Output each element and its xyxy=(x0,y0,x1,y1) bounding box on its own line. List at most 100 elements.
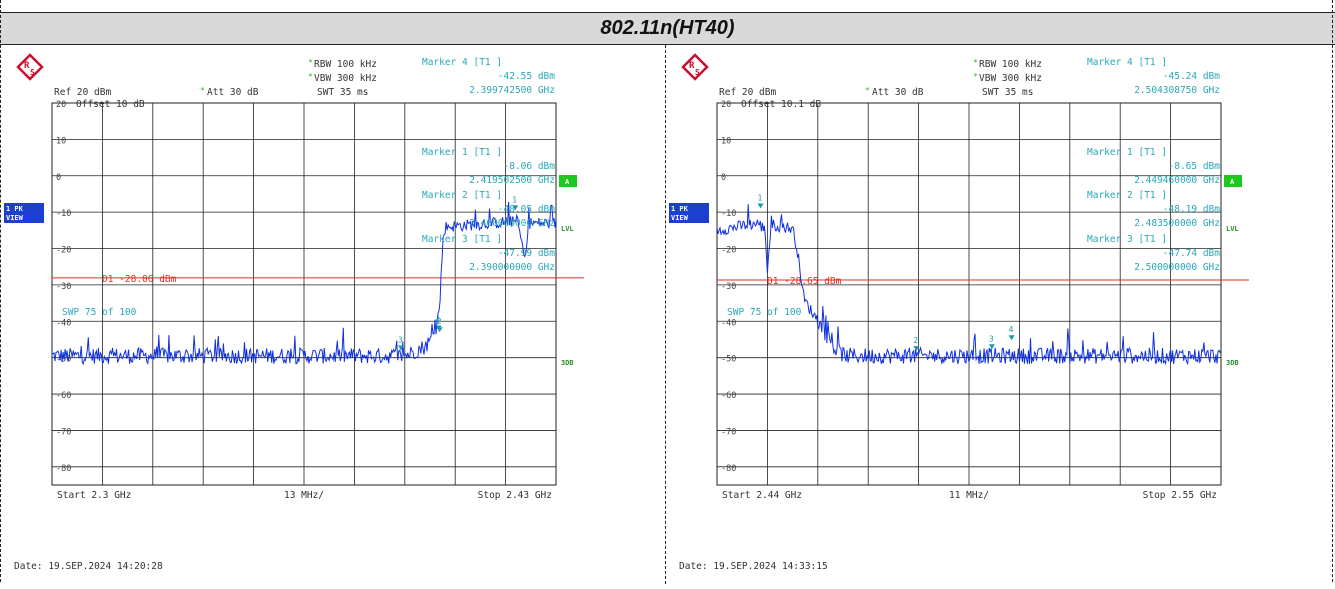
marker-point-icon xyxy=(988,344,995,350)
a-badge xyxy=(1224,175,1242,187)
marker-point-icon xyxy=(435,325,442,331)
marker-level: -42.55 dBm xyxy=(498,71,555,82)
y-tick-label: 0 xyxy=(56,173,61,183)
marker-frequency: 2.390000000 GHz xyxy=(469,262,555,273)
y-tick-label: -10 xyxy=(721,209,736,219)
marker-title: Marker 1 [T1 ] xyxy=(1087,147,1167,158)
db3-label: 3DB xyxy=(561,359,574,367)
x-start-label: Start 2.3 GHz xyxy=(57,490,131,501)
marker-frequency: 2.399742500 GHz xyxy=(469,85,555,96)
marker-frequency: 2.504308750 GHz xyxy=(1134,85,1220,96)
swt-label: SWT 35 ms xyxy=(982,87,1033,98)
badge-pk-label: 1 PK xyxy=(6,205,24,213)
logo-r: R xyxy=(24,61,30,71)
lvl-label: LVL xyxy=(561,225,574,233)
spectrum-trace xyxy=(716,204,1222,366)
y-tick-label: -70 xyxy=(721,427,736,437)
panel-divider xyxy=(665,45,666,584)
badge-bg xyxy=(4,203,44,223)
x-stop-label: Stop 2.55 GHz xyxy=(1143,490,1217,501)
sweep-count-label: SWP 75 of 100 xyxy=(62,307,137,318)
logo-r: R xyxy=(689,61,695,71)
rbw-star-icon: * xyxy=(973,58,978,67)
marker-frequency: 2.400000000 GHz xyxy=(469,218,555,229)
logo-diamond xyxy=(681,53,709,81)
a-badge-label: A xyxy=(1230,178,1235,186)
att-star-icon: * xyxy=(200,86,205,95)
marker-point-label: 2 xyxy=(913,336,918,345)
marker-title: Marker 3 [T1 ] xyxy=(422,234,502,245)
ref-level-label: Ref 20 dBm xyxy=(54,87,111,98)
marker-title: Marker 2 [T1 ] xyxy=(422,190,502,201)
y-tick-label: 10 xyxy=(721,136,731,146)
marker-point-label: 3 xyxy=(989,334,994,343)
ref-level-label: Ref 20 dBm xyxy=(719,87,776,98)
sweep-count-label: SWP 75 of 100 xyxy=(727,307,802,318)
marker-title: Marker 4 [T1 ] xyxy=(422,57,502,68)
date-stamp: Date: 19.SEP.2024 14:33:15 xyxy=(679,561,828,572)
attenuation-label: Att 30 dB xyxy=(207,87,259,98)
y-tick-label: -10 xyxy=(56,209,71,219)
y-tick-label: -20 xyxy=(56,246,71,256)
spectrum-chart-right: RS RBW 100 kHz VBW 300 kHz SWT 35 ms Ref 20 … xyxy=(669,53,1249,572)
logo-diamond xyxy=(16,53,44,81)
y-tick-label: -30 xyxy=(721,282,736,292)
marker-point-label: 4 xyxy=(436,315,441,324)
y-tick-label: -50 xyxy=(56,355,71,365)
marker-frequency: 2.500000000 GHz xyxy=(1134,262,1220,273)
marker-title: Marker 4 [T1 ] xyxy=(1087,57,1167,68)
marker-frequency: 2.449460000 GHz xyxy=(1134,175,1220,186)
marker-level: -48.05 dBm xyxy=(498,204,555,215)
marker-frequency: 2.483500000 GHz xyxy=(1134,218,1220,229)
marker-title: Marker 3 [T1 ] xyxy=(1087,234,1167,245)
y-tick-label: -20 xyxy=(721,246,736,256)
spectrum-trace xyxy=(51,201,557,366)
display-line-label: D1 -28.06 dBm xyxy=(102,274,177,285)
y-tick-label: -30 xyxy=(56,282,71,292)
display-line-label: D1 -28.65 dBm xyxy=(767,276,842,287)
date-stamp: Date: 19.SEP.2024 14:20:28 xyxy=(14,561,163,572)
title-bar: 802.11n(HT40) xyxy=(0,12,1335,45)
marker-level: -47.99 dBm xyxy=(498,248,555,259)
badge-view-label: VIEW xyxy=(6,214,24,222)
offset-label: Offset 10.1 dB xyxy=(741,99,821,110)
rbw-star-icon: * xyxy=(308,58,313,67)
y-tick-label: -60 xyxy=(56,391,71,401)
marker-point-icon xyxy=(1008,335,1015,341)
marker-point-icon xyxy=(757,203,764,209)
x-division-label: 13 MHz/ xyxy=(284,490,324,501)
spectrum-panel-right: R S RBW 100 kHz VBW 300 kHz SWT 35 ms Ref 20 … xyxy=(667,45,1329,584)
vbw-star-icon: * xyxy=(973,72,978,81)
db3-label: 3DB xyxy=(1226,359,1239,367)
rbw-label: RBW 100 kHz xyxy=(979,59,1042,70)
y-tick-label: -40 xyxy=(721,318,736,328)
swt-label: SWT 35 ms xyxy=(317,87,368,98)
y-tick-label: -50 xyxy=(721,355,736,365)
marker-level: -48.19 dBm xyxy=(1163,204,1220,215)
a-badge xyxy=(559,175,577,187)
y-tick-label: -40 xyxy=(56,318,71,328)
x-division-label: 11 MHz/ xyxy=(949,490,989,501)
badge-pk-label: 1 PK xyxy=(671,205,689,213)
offset-label: Offset 10 dB xyxy=(76,99,145,110)
rohde-schwarz-logo-icon: RS xyxy=(16,53,44,81)
marker-point-label: 3 xyxy=(398,335,403,344)
badge-view-label: VIEW xyxy=(671,214,689,222)
spectrum-panel-left: R S RBW 100 kHz VBW 300 kHz SWT 35 ms Ref 20 … xyxy=(2,45,664,584)
rohde-schwarz-logo-icon: RS xyxy=(681,53,709,81)
vbw-label: VBW 300 kHz xyxy=(979,73,1042,84)
vbw-label: VBW 300 kHz xyxy=(314,73,377,84)
marker-level: -8.65 dBm xyxy=(1169,161,1221,172)
y-tick-label: 0 xyxy=(721,173,726,183)
marker-point-label: 4 xyxy=(1009,325,1014,334)
y-tick-label: -80 xyxy=(721,464,736,474)
marker-point-label: 1 xyxy=(758,194,763,203)
attenuation-label: Att 30 dB xyxy=(872,87,924,98)
marker-level: -45.24 dBm xyxy=(1163,71,1220,82)
att-star-icon: * xyxy=(865,86,870,95)
logo-s: S xyxy=(695,68,700,77)
marker-level: -8.06 dBm xyxy=(504,161,556,172)
marker-point-label: 1 xyxy=(512,195,517,204)
